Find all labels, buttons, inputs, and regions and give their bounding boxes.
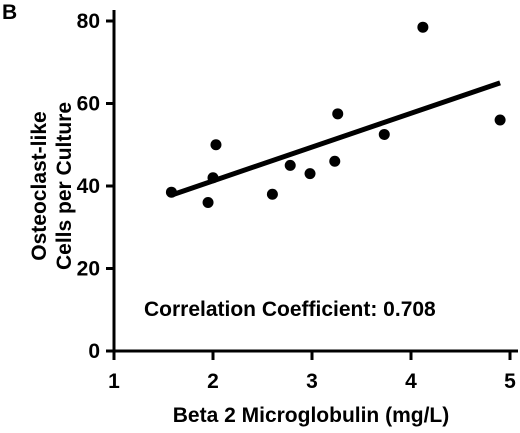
- y-tick-label: 60: [77, 93, 100, 116]
- x-axis-label: Beta 2 Microglobulin (mg/L): [173, 404, 450, 427]
- x-ticks: 1 2 3 4 5: [108, 351, 516, 393]
- y-tick-label: 20: [77, 258, 100, 281]
- data-points: [165, 21, 506, 208]
- panel-label: B: [2, 1, 17, 24]
- x-tick-label: 4: [405, 370, 417, 393]
- data-point: [378, 128, 390, 140]
- data-point: [207, 172, 219, 184]
- data-point: [494, 114, 506, 126]
- y-axis-label-line-1: Osteoclast-like: [28, 111, 51, 260]
- y-tick-label: 0: [88, 340, 100, 363]
- x-tick-label: 1: [108, 370, 120, 393]
- trend-line: [170, 80, 501, 198]
- data-point: [202, 197, 214, 208]
- data-point: [284, 159, 296, 171]
- data-point: [332, 108, 344, 120]
- data-point: [329, 155, 341, 167]
- correlation-annotation: Correlation Coefficient: 0.708: [144, 298, 436, 321]
- data-point: [304, 168, 316, 180]
- y-tick-label: 80: [77, 10, 100, 33]
- y-tick-label: 40: [77, 175, 100, 198]
- data-point: [210, 139, 222, 151]
- x-tick-label: 2: [207, 370, 219, 393]
- data-point: [266, 188, 278, 200]
- axes: [112, 10, 518, 353]
- data-point: [417, 21, 429, 33]
- y-ticks: 0 20 40 60 80: [77, 10, 114, 363]
- y-axis-label-line-2: Cells per Culture: [53, 102, 76, 270]
- x-tick-label: 5: [504, 370, 516, 393]
- x-tick-label: 3: [306, 370, 318, 393]
- data-point: [165, 186, 177, 198]
